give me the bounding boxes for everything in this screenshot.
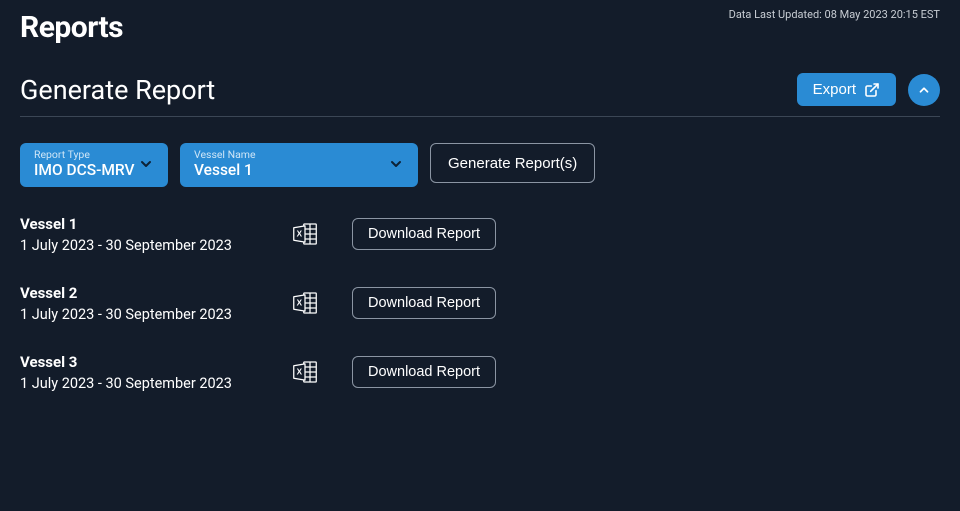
vessel-date-range: 1 July 2023 - 30 September 2023 bbox=[20, 306, 290, 323]
vessel-name: Vessel 2 bbox=[20, 284, 290, 302]
chevron-down-icon bbox=[138, 156, 154, 172]
export-button-label: Export bbox=[813, 81, 856, 98]
svg-text:X: X bbox=[297, 368, 303, 377]
collapse-button[interactable] bbox=[908, 74, 940, 106]
download-report-button[interactable]: Download Report bbox=[352, 356, 496, 388]
report-type-select[interactable]: Report Type IMO DCS-MRV bbox=[20, 143, 168, 187]
report-type-label: Report Type bbox=[34, 149, 135, 161]
chevron-up-icon bbox=[917, 83, 931, 97]
report-type-value: IMO DCS-MRV bbox=[34, 162, 135, 180]
excel-icon: X bbox=[290, 219, 320, 249]
section-title: Generate Report bbox=[20, 74, 215, 106]
vessel-name: Vessel 3 bbox=[20, 353, 290, 371]
download-report-button[interactable]: Download Report bbox=[352, 218, 496, 250]
vessel-name: Vessel 1 bbox=[20, 215, 290, 233]
excel-icon: X bbox=[290, 288, 320, 318]
vessel-date-range: 1 July 2023 - 30 September 2023 bbox=[20, 237, 290, 254]
svg-text:X: X bbox=[297, 299, 303, 308]
excel-icon: X bbox=[290, 357, 320, 387]
svg-text:X: X bbox=[297, 230, 303, 239]
section-divider bbox=[20, 116, 940, 117]
chevron-down-icon bbox=[388, 156, 404, 172]
vessel-row: Vessel 3 1 July 2023 - 30 September 2023 X… bbox=[20, 353, 940, 392]
generate-reports-button[interactable]: Generate Report(s) bbox=[430, 143, 595, 183]
vessel-name-label: Vessel Name bbox=[194, 149, 256, 161]
vessel-name-select[interactable]: Vessel Name Vessel 1 bbox=[180, 143, 418, 187]
data-last-updated: Data Last Updated: 08 May 2023 20:15 EST bbox=[729, 8, 940, 21]
vessel-name-value: Vessel 1 bbox=[194, 162, 256, 180]
export-button[interactable]: Export bbox=[797, 73, 896, 106]
download-report-button[interactable]: Download Report bbox=[352, 287, 496, 319]
vessel-row: Vessel 1 1 July 2023 - 30 September 2023 X… bbox=[20, 215, 940, 254]
external-link-icon bbox=[864, 82, 880, 98]
vessel-date-range: 1 July 2023 - 30 September 2023 bbox=[20, 375, 290, 392]
vessel-row: Vessel 2 1 July 2023 - 30 September 2023 X… bbox=[20, 284, 940, 323]
